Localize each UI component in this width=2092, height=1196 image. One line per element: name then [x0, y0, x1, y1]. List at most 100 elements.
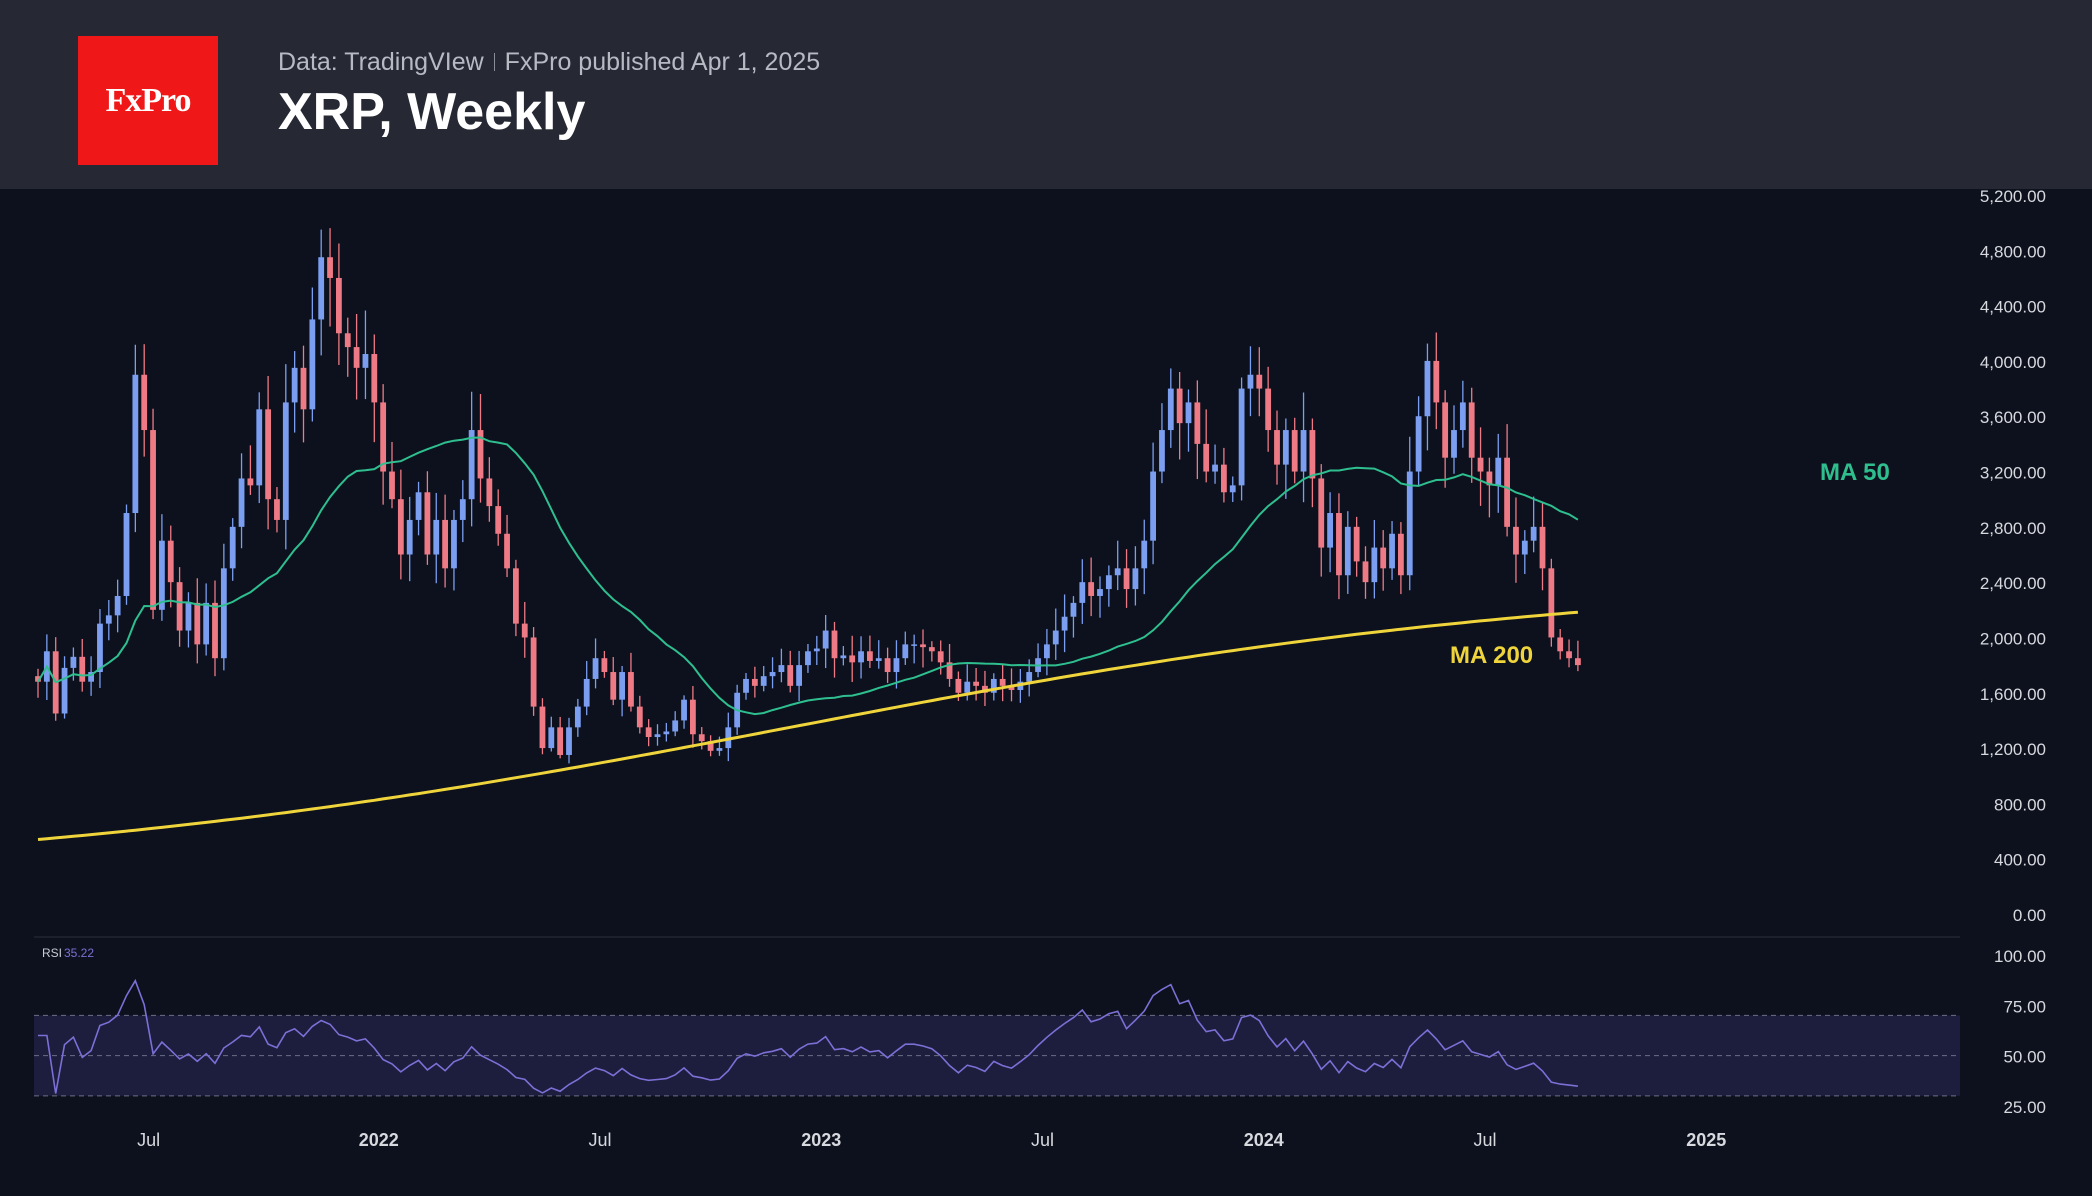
- candle-body: [796, 665, 802, 686]
- candle-body: [690, 699, 696, 735]
- candle-body: [813, 648, 820, 652]
- candle-body: [1097, 589, 1103, 596]
- candle-body: [406, 519, 413, 555]
- y-tick-label: 3,200.00: [1980, 464, 2046, 483]
- y-tick-label: 5,200.00: [1980, 187, 2046, 206]
- candle-body: [504, 533, 510, 569]
- candle-body: [309, 319, 316, 410]
- x-tick-label: Jul: [588, 1130, 611, 1150]
- candle-body: [105, 615, 112, 624]
- separator: [493, 53, 495, 71]
- candle-body: [822, 630, 829, 649]
- candle-body: [928, 647, 935, 652]
- candle-body: [327, 257, 333, 278]
- candle-body: [220, 568, 227, 659]
- candle-body: [1336, 513, 1342, 576]
- candle-body: [1451, 430, 1457, 458]
- rsi-line: [38, 978, 1578, 1094]
- candle-body: [265, 409, 271, 500]
- candle-body: [1424, 360, 1431, 417]
- candle-body: [1309, 430, 1316, 479]
- candle-body: [628, 672, 634, 707]
- candle-body: [1433, 360, 1440, 403]
- candle-body: [1318, 478, 1325, 548]
- candle-body: [530, 637, 537, 707]
- candle-body: [238, 478, 245, 527]
- y-tick-label: 4,000.00: [1980, 353, 2046, 372]
- candle-body: [123, 513, 130, 596]
- candle-body: [982, 685, 988, 693]
- candle-body: [132, 374, 139, 514]
- candle-body: [1371, 547, 1378, 583]
- candle-body: [681, 699, 687, 721]
- y-tick-label: 1,200.00: [1980, 740, 2046, 759]
- candle-body: [1575, 658, 1581, 666]
- candle-body: [1203, 443, 1210, 472]
- candle-body: [1052, 630, 1059, 645]
- candle-body: [362, 354, 369, 368]
- x-tick-label: Jul: [1473, 1130, 1496, 1150]
- candle-body: [1291, 430, 1298, 472]
- y-tick-label: 2,000.00: [1980, 629, 2046, 648]
- candle-body: [1504, 457, 1510, 527]
- candle-body: [1513, 526, 1519, 555]
- candle-body: [574, 706, 581, 728]
- candle-body: [274, 499, 280, 520]
- candle-body: [344, 333, 351, 348]
- candle-body: [566, 727, 572, 755]
- candle-body: [1486, 471, 1493, 486]
- candle-body: [787, 665, 794, 686]
- candle-body: [371, 354, 378, 403]
- y-tick-label: 800.00: [1994, 795, 2046, 814]
- candle-body: [61, 667, 68, 714]
- candle-body: [583, 678, 590, 707]
- candle-body: [1150, 471, 1156, 541]
- candle-body: [1398, 533, 1404, 576]
- candle-body: [194, 602, 201, 645]
- candle-body: [920, 644, 926, 648]
- candle-body: [1442, 402, 1449, 458]
- y-tick-label: 1,600.00: [1980, 685, 2046, 704]
- fxpro-logo: FxPro: [78, 36, 218, 165]
- candle-body: [1247, 374, 1254, 389]
- candle-body: [636, 706, 643, 728]
- y-tick-label: 2,800.00: [1980, 519, 2046, 538]
- candle-body: [212, 602, 218, 659]
- candle-body: [999, 678, 1006, 686]
- candle-body: [1282, 430, 1289, 465]
- candle-body: [150, 430, 156, 610]
- candle-body: [893, 658, 900, 673]
- candle-body: [672, 720, 679, 732]
- candle-body: [336, 277, 342, 334]
- candle-body: [1477, 457, 1484, 472]
- candle-body: [521, 623, 528, 638]
- y-tick-label: 4,400.00: [1980, 298, 2046, 317]
- candle-body: [176, 582, 183, 631]
- candle-body: [548, 727, 555, 749]
- candle-body: [592, 658, 599, 679]
- candle-body: [911, 644, 918, 646]
- candle-body: [751, 678, 758, 686]
- x-tick-label: 2022: [359, 1130, 399, 1150]
- candle-body: [415, 492, 422, 520]
- candle-body: [964, 681, 971, 693]
- candle-body: [946, 662, 953, 679]
- chart-title: XRP, Weekly: [278, 83, 586, 141]
- y-tick-label: 3,600.00: [1980, 408, 2046, 427]
- candle-body: [1026, 672, 1033, 682]
- y-tick-label: 2,400.00: [1980, 574, 2046, 593]
- candle-body: [1105, 575, 1112, 590]
- candle-body: [185, 602, 192, 631]
- candle-body: [937, 651, 944, 663]
- candle-body: [1530, 526, 1537, 541]
- candle-body: [1415, 416, 1422, 472]
- candle-body: [990, 678, 997, 693]
- candle-body: [1238, 388, 1245, 486]
- candle-body: [256, 409, 263, 486]
- rsi-tick-label: 100.00: [1994, 947, 2046, 966]
- candle-body: [79, 656, 86, 682]
- candle-body: [698, 734, 705, 742]
- candle-body: [973, 681, 979, 686]
- candle-body: [716, 748, 723, 751]
- candle-body: [1079, 582, 1086, 603]
